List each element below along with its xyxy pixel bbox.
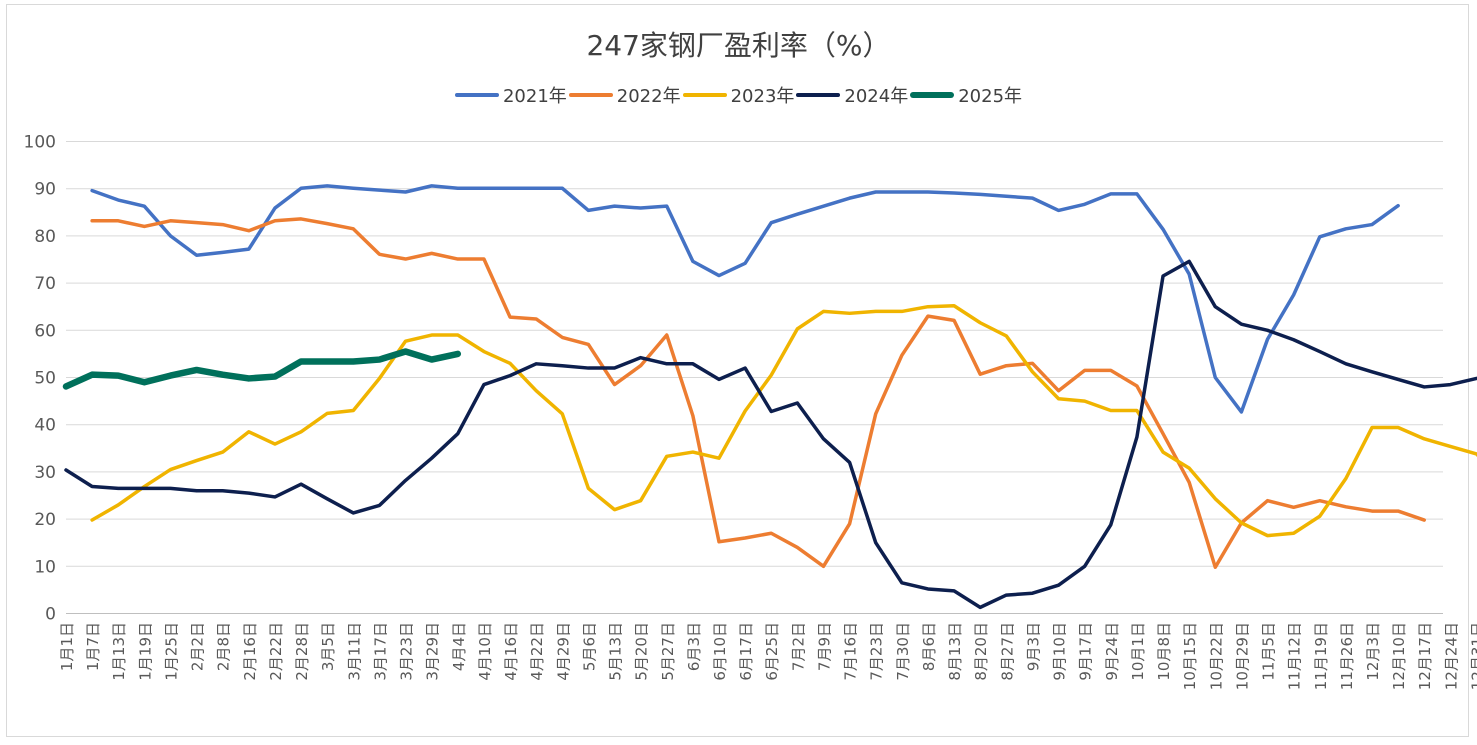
x-tick-label: 3月23日 — [398, 622, 416, 681]
y-tick-label: 40 — [34, 416, 56, 436]
y-tick-label: 20 — [34, 510, 56, 530]
x-tick-label: 4月16日 — [502, 622, 520, 681]
x-tick-label: 2月2日 — [189, 622, 207, 671]
legend-label: 2022年 — [616, 86, 681, 107]
y-tick-label: 90 — [34, 180, 56, 200]
x-tick-label: 11月12日 — [1286, 622, 1304, 690]
x-tick-label: 4月29日 — [554, 622, 572, 681]
x-tick-label: 11月19日 — [1312, 622, 1330, 690]
x-tick-label: 3月11日 — [345, 622, 363, 681]
x-tick-label: 7月16日 — [842, 622, 860, 681]
x-tick-label: 3月5日 — [319, 622, 337, 671]
x-tick-label: 7月23日 — [868, 622, 886, 681]
x-tick-label: 6月10日 — [711, 622, 729, 681]
x-tick-label: 1月1日 — [58, 622, 76, 671]
x-tick-label: 1月13日 — [110, 622, 128, 681]
x-tick-label: 6月17日 — [737, 622, 755, 681]
y-tick-label: 100 — [24, 133, 56, 153]
legend-label: 2021年 — [502, 86, 567, 107]
x-tick-label: 5月20日 — [633, 622, 651, 681]
legend-swatch — [682, 93, 727, 97]
x-tick-label: 10月29日 — [1233, 622, 1251, 690]
x-tick-label: 8月27日 — [998, 622, 1016, 681]
legend-item: 2024年 — [796, 82, 908, 108]
x-tick-label: 2月22日 — [267, 622, 285, 681]
legend-swatch — [910, 92, 955, 98]
x-tick-label: 11月5日 — [1260, 622, 1278, 681]
y-tick-label: 60 — [34, 321, 56, 341]
x-tick-label: 6月3日 — [685, 622, 703, 671]
legend-item: 2022年 — [568, 82, 681, 108]
x-tick-label: 12月31日 — [1468, 622, 1477, 690]
x-tick-label: 7月2日 — [789, 622, 807, 671]
x-tick-label: 9月17日 — [1077, 622, 1095, 681]
x-tick-label: 12月17日 — [1416, 622, 1434, 690]
x-tick-label: 1月19日 — [136, 622, 154, 681]
series-line-2 — [90, 217, 1426, 569]
legend-item: 2021年 — [454, 82, 567, 108]
x-tick-label: 12月10日 — [1390, 622, 1408, 690]
x-tick-label: 9月3日 — [1024, 622, 1042, 671]
x-tick-label: 2月16日 — [241, 622, 259, 681]
x-tick-label: 10月8日 — [1155, 622, 1173, 681]
y-tick-label: 50 — [34, 369, 56, 389]
y-tick-label: 30 — [34, 463, 56, 483]
y-tick-label: 0 — [45, 605, 56, 625]
x-tick-label: 10月15日 — [1181, 622, 1199, 690]
x-tick-label: 11月26日 — [1338, 622, 1356, 690]
x-tick-label: 4月22日 — [528, 622, 546, 681]
x-tick-label: 4月10日 — [476, 622, 494, 681]
chart-title: 247家钢厂盈利率（%） — [586, 29, 891, 62]
x-tick-label: 10月1日 — [1129, 622, 1147, 681]
y-tick-label: 70 — [34, 274, 56, 294]
x-tick-label: 9月24日 — [1103, 622, 1121, 681]
x-tick-label: 3月17日 — [371, 622, 389, 681]
x-tick-label: 8月13日 — [946, 622, 964, 681]
legend-label: 2024年 — [844, 86, 909, 107]
x-tick-label: 10月22日 — [1207, 622, 1225, 690]
chart-legend: 2021年 2022年 2023年 2024年 2025年 — [0, 82, 1477, 108]
legend-item: 2025年 — [910, 82, 1022, 108]
legend-swatch — [796, 93, 841, 97]
x-tick-label: 5月13日 — [607, 622, 625, 681]
x-tick-label: 12月24日 — [1442, 622, 1460, 690]
x-tick-label: 7月30日 — [894, 622, 912, 681]
x-tick-label: 5月27日 — [659, 622, 677, 681]
legend-swatch — [568, 93, 613, 97]
x-tick-label: 1月7日 — [84, 622, 102, 671]
x-tick-label: 8月20日 — [972, 622, 990, 681]
legend-swatch — [454, 93, 499, 97]
x-tick-label: 12月3日 — [1364, 622, 1382, 681]
series-line-4 — [64, 259, 1477, 610]
x-tick-label: 8月6日 — [920, 622, 938, 671]
legend-label: 2023年 — [730, 86, 795, 107]
y-tick-label: 80 — [34, 227, 56, 247]
x-tick-label: 7月9日 — [815, 622, 833, 671]
legend-label: 2025年 — [958, 86, 1023, 107]
x-tick-label: 9月10日 — [1051, 622, 1069, 681]
series-line-5 — [62, 348, 462, 390]
y-tick-label: 10 — [34, 557, 56, 577]
x-tick-label: 3月29日 — [424, 622, 442, 681]
x-tick-label: 2月8日 — [215, 622, 233, 671]
x-tick-label: 2月28日 — [293, 622, 311, 681]
legend-item: 2023年 — [682, 82, 795, 108]
x-tick-label: 6月25日 — [763, 622, 781, 681]
x-tick-label: 4月4日 — [450, 622, 468, 671]
x-tick-label: 1月25日 — [162, 622, 180, 681]
x-tick-label: 5月6日 — [580, 622, 598, 671]
